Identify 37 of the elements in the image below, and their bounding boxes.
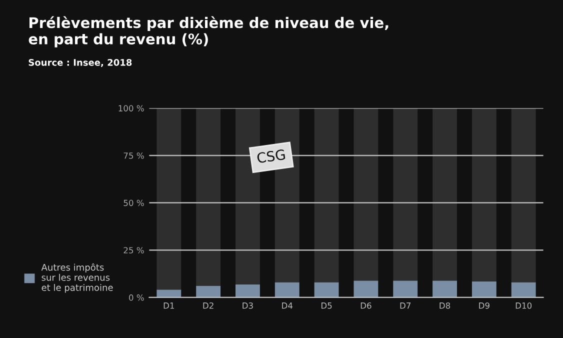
bar [432, 108, 457, 281]
x-tick-label: D7 [400, 302, 411, 309]
bar [472, 108, 496, 282]
legend-label: Autres impôts sur les revenus et le patrimoine [41, 263, 113, 293]
x-tick-label: D2 [203, 302, 214, 309]
source-note: Source : Insee, 2018 [28, 59, 132, 68]
y-tick-label: 50 % [124, 200, 144, 206]
bar [196, 286, 221, 298]
y-tick-label: 100 % [118, 105, 144, 112]
bar [196, 108, 221, 286]
y-tick-label: 75 % [124, 152, 144, 159]
bar [511, 282, 536, 298]
x-tick-label: D5 [322, 302, 332, 309]
bar [393, 280, 418, 298]
annotation: CSG [256, 149, 286, 164]
y-tick-label: 25 % [124, 247, 144, 254]
bar [393, 108, 418, 281]
x-tick-label: D8 [440, 302, 450, 309]
bar [354, 108, 378, 281]
chart-title: Prélèvements par dixième de niveau de vie, en part du revenu (%) [28, 16, 388, 48]
x-tick-label: D6 [360, 302, 372, 309]
x-tick-label: D10 [516, 302, 532, 309]
bar [236, 284, 260, 298]
bar [472, 281, 496, 298]
bar [156, 108, 182, 290]
bar [274, 282, 300, 298]
x-tick-label: D4 [282, 302, 293, 309]
bar [354, 280, 378, 298]
x-tick-label: D9 [479, 302, 490, 309]
y-tick-label: 0 % [129, 294, 144, 301]
bar [432, 280, 457, 298]
x-tick-label: D3 [242, 302, 253, 309]
x-tick-label: D1 [164, 302, 174, 309]
bar [156, 290, 182, 298]
bar [314, 282, 339, 298]
bar [511, 108, 536, 282]
bar [314, 108, 339, 282]
